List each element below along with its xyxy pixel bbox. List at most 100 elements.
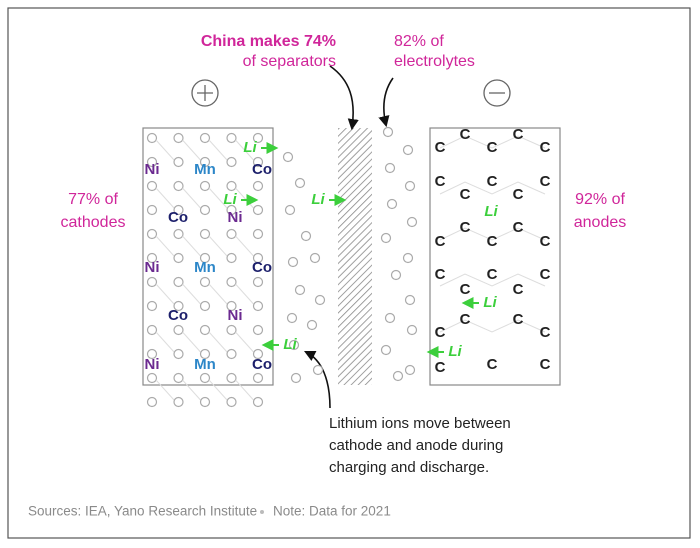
electrolyte-ion bbox=[309, 252, 321, 264]
cathode-atom: Mn bbox=[194, 161, 216, 178]
lithium-ion: Li bbox=[483, 294, 497, 311]
separator bbox=[338, 128, 372, 385]
lattice-bond bbox=[182, 283, 201, 305]
lattice-node bbox=[146, 324, 158, 336]
lattice-node bbox=[146, 180, 158, 192]
lattice-bond bbox=[182, 379, 201, 401]
lattice-node bbox=[146, 132, 158, 144]
separator-arrow bbox=[329, 65, 359, 131]
callout-text: of separators bbox=[243, 53, 336, 70]
anode-atom: C bbox=[540, 324, 551, 341]
electrolyte-ion bbox=[402, 252, 414, 264]
lithium-ion: Li bbox=[311, 191, 325, 208]
lattice-node bbox=[146, 300, 158, 312]
lattice-bond bbox=[235, 379, 254, 401]
electrolyte-ion bbox=[284, 204, 296, 216]
note-arrow bbox=[303, 350, 331, 409]
electrolyte-ion bbox=[406, 324, 418, 336]
lattice-node bbox=[173, 300, 184, 312]
lattice-node bbox=[199, 300, 211, 312]
lattice-bond bbox=[208, 235, 228, 257]
electrolyte-ion bbox=[282, 151, 294, 163]
electrolyte-ion bbox=[286, 312, 298, 324]
lithium-ion: Li bbox=[448, 343, 462, 360]
lattice-node bbox=[252, 396, 264, 408]
lithium-ion: Li bbox=[283, 336, 297, 353]
callout-text: anodes bbox=[574, 214, 627, 231]
callout-title: China makes 74% bbox=[201, 33, 336, 50]
anode-atom: C bbox=[540, 356, 551, 373]
lattice-node bbox=[146, 396, 158, 408]
anode-atom: C bbox=[513, 186, 524, 203]
anode-atom: C bbox=[487, 266, 498, 283]
lattice-bond bbox=[208, 283, 228, 305]
electrolyte-ion bbox=[390, 269, 402, 281]
lattice-node bbox=[226, 396, 237, 408]
lattice-node bbox=[226, 276, 237, 288]
lattice-bond bbox=[182, 235, 201, 257]
anode-bond bbox=[439, 227, 546, 241]
anode-atom: C bbox=[435, 266, 446, 283]
lattice-node bbox=[173, 132, 184, 144]
anode-atom: C bbox=[435, 359, 446, 376]
anode-atom: C bbox=[460, 281, 471, 298]
lattice-node bbox=[173, 252, 184, 264]
lattice-node bbox=[173, 156, 184, 168]
lattice-bond bbox=[155, 187, 175, 209]
cathode-atom: Co bbox=[252, 356, 272, 373]
electrolyte-ion bbox=[384, 162, 396, 174]
anode-atom: C bbox=[487, 139, 498, 156]
lattice-bond bbox=[182, 331, 201, 353]
lattice-node bbox=[173, 180, 184, 192]
lattice-node bbox=[199, 180, 211, 192]
lattice-bond bbox=[155, 379, 175, 401]
lattice-node bbox=[199, 252, 211, 264]
cathode-atom: Ni bbox=[228, 209, 243, 226]
electrolyte-ion bbox=[406, 216, 418, 228]
lattice-bond bbox=[235, 283, 254, 305]
lattice-node bbox=[199, 204, 211, 216]
plus-sign bbox=[197, 85, 213, 101]
lithium-ion: Li bbox=[223, 191, 237, 208]
callout-title: 77% of bbox=[68, 191, 118, 208]
electrolyte-ion bbox=[382, 126, 394, 138]
cathode-atom: Ni bbox=[145, 161, 160, 178]
lattice-node bbox=[173, 372, 184, 384]
anode-atom: C bbox=[435, 324, 446, 341]
cathode-atom: Mn bbox=[194, 356, 216, 373]
anode-atom: C bbox=[513, 311, 524, 328]
anode-atom: C bbox=[460, 186, 471, 203]
anode-atom: C bbox=[540, 266, 551, 283]
anode-atom: C bbox=[540, 173, 551, 190]
electrolyte-ion bbox=[300, 230, 312, 242]
electrolyte-ion bbox=[294, 177, 306, 189]
anode-bond bbox=[439, 319, 546, 333]
lattice-node bbox=[173, 324, 184, 336]
electrolyte-ion bbox=[312, 364, 324, 376]
anode bbox=[429, 127, 561, 386]
lattice-node bbox=[252, 252, 264, 264]
cathode-atom: Ni bbox=[228, 307, 243, 324]
footer-sources: Sources: IEA, Yano Research Institute bbox=[28, 504, 257, 519]
electrolyte-ion bbox=[306, 319, 318, 331]
electrolyte-ion bbox=[288, 339, 300, 351]
callout-text: electrolytes bbox=[394, 53, 475, 70]
lattice-node bbox=[173, 276, 184, 288]
lattice-bond bbox=[182, 187, 201, 209]
lattice-node bbox=[226, 324, 237, 336]
electrolyte-ion bbox=[404, 180, 416, 192]
anode-atom: C bbox=[487, 233, 498, 250]
lattice-node bbox=[226, 204, 237, 216]
anode-atom: C bbox=[435, 173, 446, 190]
anode-bond bbox=[439, 273, 546, 287]
anode-atom: C bbox=[487, 173, 498, 190]
electrolyte-ion bbox=[404, 364, 416, 376]
lattice-node bbox=[146, 276, 158, 288]
lattice-node bbox=[199, 228, 211, 240]
electrolyte-ion bbox=[287, 256, 299, 268]
lattice-bond bbox=[155, 139, 175, 161]
lattice-node bbox=[199, 372, 211, 384]
lattice-node bbox=[199, 324, 211, 336]
lattice-node bbox=[199, 132, 211, 144]
lattice-node bbox=[252, 372, 264, 384]
